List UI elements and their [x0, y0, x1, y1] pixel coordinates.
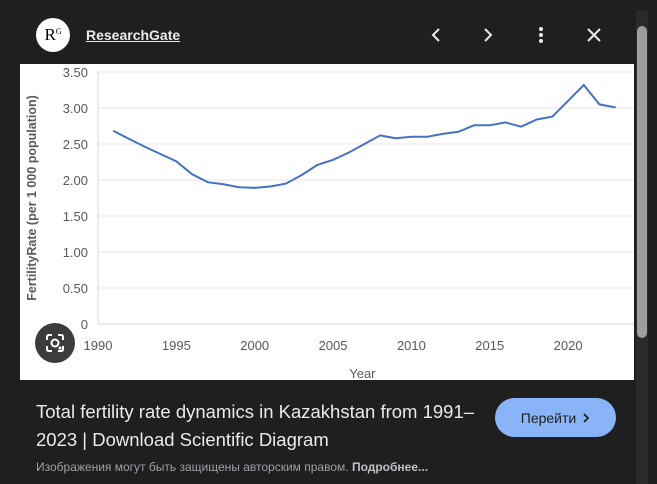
data-point [567, 100, 569, 102]
logo-sup: G [55, 26, 62, 36]
logo-letter: R [44, 25, 56, 44]
site-link[interactable]: ResearchGate [86, 27, 181, 43]
y-tick-label: 2.00 [63, 173, 88, 188]
x-tick-label: 2000 [240, 338, 269, 353]
data-point [300, 174, 303, 176]
y-tick-label: 3.50 [63, 65, 88, 80]
y-axis-label: FertilityRate (per 1 000 population) [25, 95, 39, 301]
data-point [269, 185, 272, 188]
visit-button[interactable]: Перейти [495, 398, 616, 437]
x-tick-label: 1995 [162, 338, 191, 353]
more-options-button[interactable] [526, 20, 556, 50]
y-tick-label: 0 [81, 317, 88, 332]
learn-more-link[interactable]: Подробнее... [351, 460, 429, 474]
data-point [191, 173, 193, 176]
x-axis-label: Year [349, 366, 376, 380]
data-point [614, 106, 616, 109]
y-tick-label: 3.00 [63, 101, 88, 116]
series-line [113, 83, 616, 189]
y-tick-label: 0.50 [63, 281, 88, 296]
data-point [426, 136, 428, 138]
data-point [128, 138, 131, 140]
lens-icon [46, 334, 64, 352]
preview-image[interactable]: 0 0.50 1.00 1.50 2.00 2.50 3.00 3.50 1990 1995 200… [20, 64, 651, 381]
next-button[interactable] [473, 20, 503, 50]
y-tick-label: 1.50 [63, 209, 88, 224]
close-button[interactable] [579, 20, 609, 50]
data-point [582, 84, 585, 86]
data-point [379, 134, 381, 137]
data-point [473, 124, 475, 127]
copyright-text: Изображения могут быть защищены авторски… [36, 460, 349, 474]
x-tick-label: 1990 [84, 338, 113, 353]
data-point [363, 143, 366, 145]
result-title[interactable]: Total fertility rate dynamics in Kazakhs… [36, 401, 475, 450]
prev-button[interactable] [421, 20, 451, 50]
data-point [144, 146, 146, 148]
data-point [222, 183, 225, 186]
google-lens-button[interactable] [35, 323, 75, 363]
data-point [206, 181, 209, 183]
chevron-right-icon [484, 28, 493, 42]
x-tick-label: 2010 [397, 338, 426, 353]
data-point [238, 186, 240, 188]
data-point [598, 103, 601, 106]
data-point [488, 124, 491, 127]
y-tick-label: 2.50 [63, 137, 88, 152]
fertility-chart: 0 0.50 1.00 1.50 2.00 2.50 3.00 3.50 1990 1995 200… [25, 65, 651, 381]
visit-label: Перейти [520, 409, 577, 426]
data-point [347, 151, 350, 154]
data-point [410, 136, 413, 138]
data-point [285, 182, 287, 185]
data-point [551, 115, 554, 118]
close-icon [587, 28, 601, 42]
data-point [457, 130, 460, 133]
x-tick-label: 2005 [319, 338, 348, 353]
y-tick-label: 1.00 [63, 245, 88, 260]
data-point [332, 159, 334, 161]
copyright-note: Изображения могут быть защищены авторски… [36, 460, 428, 474]
more-vert-icon [539, 27, 543, 43]
data-point [159, 153, 162, 155]
data-point [504, 121, 507, 124]
chevron-right-icon [583, 412, 590, 423]
data-point [535, 118, 538, 121]
data-point [112, 130, 115, 132]
data-point [441, 133, 444, 135]
x-tick-label: 2015 [475, 338, 504, 353]
data-point [253, 187, 256, 189]
data-point [520, 125, 522, 128]
chevron-left-icon [431, 28, 440, 42]
data-point [394, 137, 397, 140]
data-point [175, 160, 178, 163]
scrollbar-thumb[interactable] [637, 26, 647, 338]
x-tick-label: 2020 [554, 338, 583, 353]
data-point [316, 164, 319, 166]
